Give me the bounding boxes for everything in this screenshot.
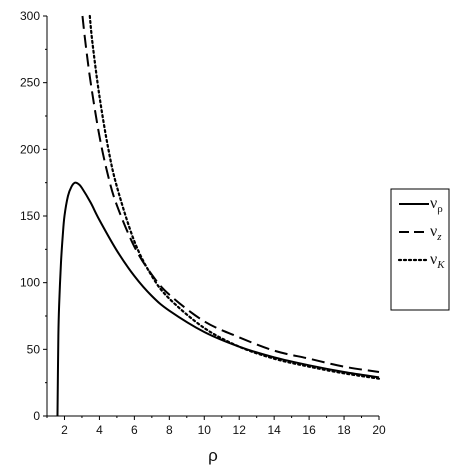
y-tick-label-250: 250 (20, 76, 40, 90)
y-tick-label-0: 0 (33, 409, 40, 423)
x-tick-label-16: 16 (302, 423, 316, 437)
y-ticks: 0 50 100 150 200 250 300 (20, 9, 47, 423)
x-tick-label-2: 2 (61, 423, 68, 437)
y-tick-label-50: 50 (27, 342, 41, 356)
y-tick-label-150: 150 (20, 209, 40, 223)
series-nu-k-line (88, 14, 381, 380)
legend-entry-nu-rho-label: νρ (430, 195, 443, 215)
y-tick-label-300: 300 (20, 9, 40, 23)
y-tick-label-200: 200 (20, 142, 40, 156)
legend: νρ νz νK (390, 188, 450, 311)
x-tick-label-18: 18 (337, 423, 351, 437)
legend-entry-nu-z-label: νz (430, 223, 442, 243)
x-ticks: 2 4 6 8 10 12 14 16 18 20 (46, 416, 386, 437)
x-tick-label-6: 6 (131, 423, 138, 437)
plot-area: 2 4 6 8 10 12 14 16 18 20 0 50 100 150 200 250 300 ρ (20, 9, 386, 465)
x-tick-label-14: 14 (267, 423, 281, 437)
x-tick-label-20: 20 (372, 423, 386, 437)
x-tick-label-10: 10 (198, 423, 212, 437)
series-lines (56, 14, 381, 417)
series-nu-rho-line (56, 181, 380, 417)
x-tick-label-12: 12 (233, 423, 247, 437)
series-nu-z-line (81, 15, 380, 373)
x-axis-label: ρ (208, 446, 218, 465)
legend-entry-nu-k-label: νK (430, 251, 445, 271)
x-tick-label-4: 4 (96, 423, 103, 437)
legend-box (390, 188, 450, 311)
x-tick-label-8: 8 (166, 423, 173, 437)
y-tick-label-100: 100 (20, 276, 40, 290)
